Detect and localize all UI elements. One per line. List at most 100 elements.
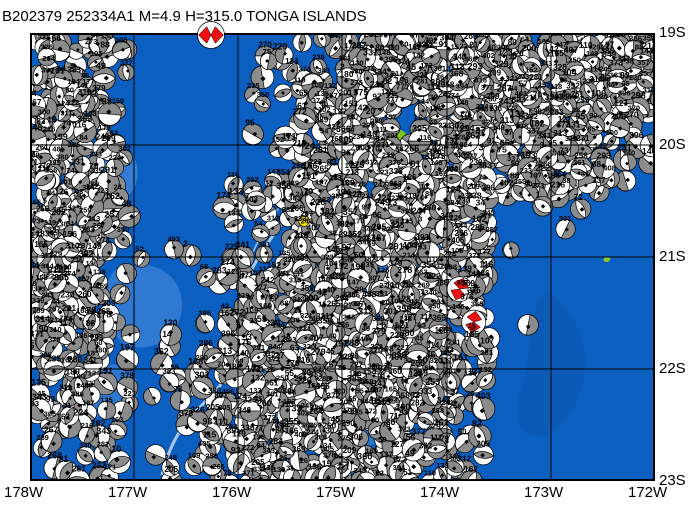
svg-text:140: 140 bbox=[317, 275, 330, 284]
svg-text:294: 294 bbox=[339, 230, 353, 239]
svg-text:270: 270 bbox=[625, 110, 639, 119]
svg-text:373: 373 bbox=[609, 57, 624, 67]
svg-text:281: 281 bbox=[97, 440, 110, 449]
svg-text:18: 18 bbox=[87, 349, 95, 358]
svg-text:115: 115 bbox=[377, 397, 391, 407]
svg-text:281: 281 bbox=[444, 367, 457, 376]
svg-text:84: 84 bbox=[80, 133, 89, 142]
svg-text:80: 80 bbox=[375, 43, 385, 53]
svg-text:277: 277 bbox=[254, 284, 268, 293]
svg-text:298: 298 bbox=[631, 91, 646, 101]
svg-text:31: 31 bbox=[295, 269, 304, 278]
svg-text:126: 126 bbox=[377, 265, 390, 274]
svg-text:69: 69 bbox=[334, 451, 342, 460]
svg-text:394: 394 bbox=[336, 188, 352, 198]
svg-text:52: 52 bbox=[135, 245, 143, 254]
svg-text:74: 74 bbox=[66, 166, 75, 175]
svg-text:60: 60 bbox=[371, 416, 379, 425]
svg-text:124: 124 bbox=[57, 99, 70, 108]
svg-text:226: 226 bbox=[297, 376, 312, 386]
svg-text:247: 247 bbox=[374, 180, 387, 189]
svg-text:257: 257 bbox=[104, 209, 119, 219]
svg-text:272: 272 bbox=[391, 193, 404, 202]
svg-text:157: 157 bbox=[347, 113, 360, 122]
svg-text:157: 157 bbox=[384, 113, 397, 122]
svg-text:91: 91 bbox=[411, 159, 421, 169]
svg-text:99: 99 bbox=[362, 203, 370, 212]
svg-text:74: 74 bbox=[62, 118, 71, 127]
svg-text:273: 273 bbox=[532, 181, 545, 190]
svg-text:281: 281 bbox=[480, 348, 493, 357]
svg-text:302: 302 bbox=[118, 144, 131, 153]
svg-text:177: 177 bbox=[404, 313, 417, 322]
svg-text:126: 126 bbox=[403, 173, 417, 182]
svg-text:348: 348 bbox=[238, 406, 252, 415]
svg-text:312: 312 bbox=[365, 158, 378, 167]
svg-text:369: 369 bbox=[464, 54, 477, 63]
svg-text:57: 57 bbox=[236, 319, 246, 328]
svg-text:235: 235 bbox=[401, 217, 414, 226]
svg-text:333: 333 bbox=[90, 150, 103, 159]
svg-text:214: 214 bbox=[403, 251, 416, 260]
svg-text:291: 291 bbox=[253, 343, 266, 352]
svg-text:408: 408 bbox=[603, 163, 617, 172]
svg-text:382: 382 bbox=[320, 207, 335, 217]
svg-text:313: 313 bbox=[553, 128, 567, 138]
svg-text:40: 40 bbox=[297, 141, 305, 150]
svg-text:104: 104 bbox=[417, 97, 430, 106]
svg-text:100: 100 bbox=[341, 178, 355, 188]
svg-text:306: 306 bbox=[349, 432, 363, 442]
svg-text:323: 323 bbox=[321, 253, 334, 262]
svg-text:336: 336 bbox=[389, 166, 403, 176]
svg-text:51: 51 bbox=[403, 468, 412, 477]
svg-text:48: 48 bbox=[122, 199, 132, 209]
svg-text:389: 389 bbox=[287, 179, 300, 188]
svg-text:314: 314 bbox=[35, 314, 50, 324]
svg-text:343: 343 bbox=[32, 392, 47, 402]
svg-text:400: 400 bbox=[294, 430, 307, 439]
svg-text:45: 45 bbox=[426, 349, 436, 359]
svg-text:254: 254 bbox=[553, 170, 567, 179]
svg-text:302: 302 bbox=[195, 370, 210, 380]
svg-text:245: 245 bbox=[354, 466, 367, 475]
svg-text:279: 279 bbox=[296, 231, 309, 240]
svg-text:106: 106 bbox=[497, 43, 510, 52]
svg-text:303: 303 bbox=[288, 193, 301, 202]
svg-text:291: 291 bbox=[100, 165, 115, 175]
svg-text:308: 308 bbox=[401, 207, 414, 216]
svg-text:393: 393 bbox=[653, 42, 655, 51]
svg-text:169: 169 bbox=[259, 302, 273, 311]
svg-text:113: 113 bbox=[450, 62, 465, 72]
svg-text:33: 33 bbox=[360, 43, 368, 52]
svg-text:282: 282 bbox=[282, 205, 295, 214]
svg-text:336: 336 bbox=[240, 422, 254, 432]
svg-text:47: 47 bbox=[240, 270, 250, 280]
svg-text:156: 156 bbox=[308, 463, 322, 472]
svg-text:321: 321 bbox=[506, 74, 519, 83]
svg-text:239: 239 bbox=[654, 129, 655, 138]
svg-text:365: 365 bbox=[471, 300, 484, 309]
svg-text:281: 281 bbox=[313, 145, 328, 155]
svg-text:170: 170 bbox=[352, 217, 365, 226]
svg-text:147: 147 bbox=[347, 277, 360, 286]
svg-text:284: 284 bbox=[446, 198, 459, 207]
svg-text:109: 109 bbox=[339, 134, 354, 144]
svg-text:79: 79 bbox=[304, 186, 314, 196]
svg-text:202: 202 bbox=[339, 398, 352, 407]
svg-text:4: 4 bbox=[321, 99, 326, 109]
svg-text:26: 26 bbox=[267, 365, 276, 374]
svg-text:190: 190 bbox=[32, 151, 40, 160]
svg-text:78: 78 bbox=[64, 384, 72, 393]
svg-text:51: 51 bbox=[66, 219, 74, 228]
svg-text:133: 133 bbox=[227, 208, 240, 217]
svg-text:83: 83 bbox=[424, 41, 432, 50]
svg-text:169: 169 bbox=[538, 37, 551, 46]
svg-text:310: 310 bbox=[65, 241, 80, 251]
svg-text:150: 150 bbox=[611, 35, 626, 39]
svg-text:395: 395 bbox=[221, 328, 236, 338]
svg-text:175: 175 bbox=[431, 151, 445, 161]
svg-text:93: 93 bbox=[203, 416, 213, 426]
svg-text:396: 396 bbox=[618, 89, 631, 98]
svg-text:367: 367 bbox=[341, 147, 356, 157]
svg-text:40: 40 bbox=[326, 285, 336, 295]
